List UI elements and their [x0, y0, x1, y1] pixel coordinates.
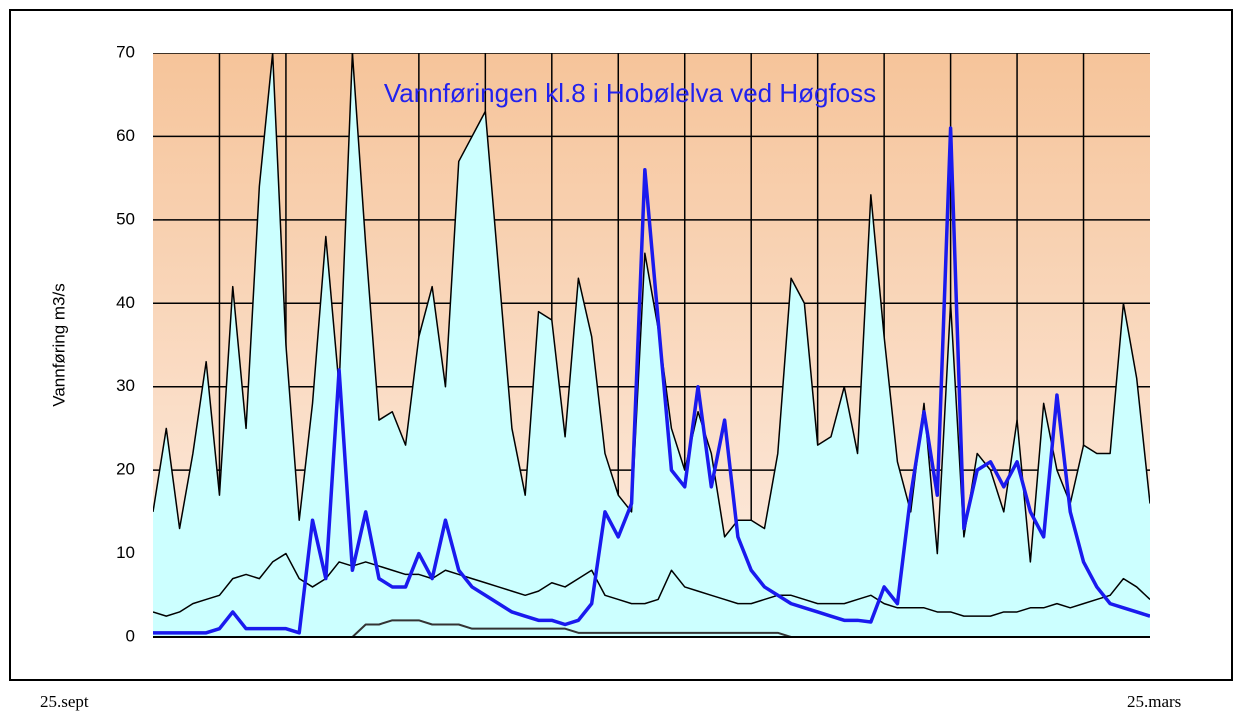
y-tick-label: 30 [116, 376, 135, 395]
y-tick-label: 50 [116, 209, 135, 228]
y-axis-label: Vannføring m3/s [49, 283, 68, 406]
line [153, 53, 1150, 563]
plot-layer [153, 53, 1150, 637]
y-tick-label: 40 [116, 293, 135, 312]
line [153, 619, 1150, 637]
y-tick-label: 0 [126, 626, 135, 645]
x-end-label: 25.mars [1127, 692, 1181, 711]
y-tick-label: 60 [116, 126, 135, 145]
x-start-label: 25.sept [40, 692, 89, 711]
line [153, 126, 1150, 635]
y-tick-label: 10 [116, 543, 135, 562]
y-tick-label: 70 [116, 42, 135, 61]
chart-title: Vannføringen kl.8 i Hobølelva ved Høgfos… [384, 78, 876, 108]
line [153, 552, 1150, 617]
area [153, 53, 1150, 637]
y-tick-label: 20 [116, 460, 135, 479]
